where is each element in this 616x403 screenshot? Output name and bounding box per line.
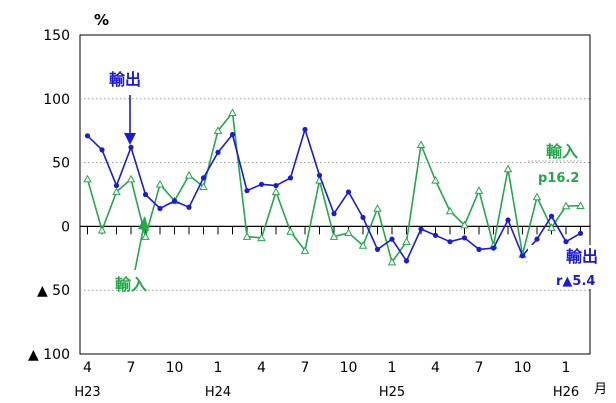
data-point	[288, 175, 293, 180]
data-point	[578, 231, 583, 236]
x-month-label: 7	[127, 360, 136, 376]
data-point	[143, 192, 148, 197]
data-point	[375, 247, 380, 252]
data-point	[85, 133, 90, 138]
annotation-export-top: 輸出	[109, 70, 141, 89]
data-point	[331, 211, 336, 216]
data-point	[520, 253, 525, 258]
y-tick-label: 100	[43, 92, 70, 108]
data-point	[186, 205, 191, 210]
x-month-label: 1	[388, 360, 397, 376]
data-point	[360, 215, 365, 220]
data-point	[549, 214, 554, 219]
data-point	[230, 132, 235, 137]
data-point	[317, 173, 322, 178]
x-year-label: H24	[205, 385, 231, 400]
x-tick-labels: 4 7 10 1 4 7 10 1 4 7 10 1 H23 H24 H25 H26	[74, 360, 579, 400]
x-month-label: 7	[301, 360, 310, 376]
data-point	[418, 226, 423, 231]
data-point	[273, 183, 278, 188]
annotation-import-value: p16.2	[538, 171, 579, 186]
data-point	[491, 245, 496, 250]
data-point	[447, 239, 452, 244]
annotation-export-right: 輸出	[566, 247, 598, 266]
x-month-label: 10	[514, 360, 532, 376]
x-year-label: H23	[74, 385, 100, 400]
x-month-label: 10	[166, 360, 184, 376]
data-point	[433, 233, 438, 238]
data-point	[563, 239, 568, 244]
x-month-label: 7	[475, 360, 484, 376]
data-point	[259, 182, 264, 187]
data-point	[157, 206, 162, 211]
x-month-label: 10	[340, 360, 358, 376]
data-point	[172, 198, 177, 203]
y-tick-label: 50	[52, 156, 70, 172]
y-axis-label: %	[94, 11, 109, 29]
x-axis-unit-label: 月	[594, 382, 607, 397]
y-tick-label: ▲ 100	[28, 347, 70, 363]
data-point	[404, 258, 409, 263]
x-month-label: 1	[214, 360, 223, 376]
x-month-label: 4	[431, 360, 440, 376]
data-point	[462, 235, 467, 240]
data-point	[476, 247, 481, 252]
data-point	[346, 189, 351, 194]
data-point	[128, 145, 133, 150]
annotation-import-right: 輸入	[546, 142, 578, 161]
data-point	[215, 150, 220, 155]
data-point	[114, 183, 119, 188]
annotation-export-value: r▲5.4	[556, 274, 595, 289]
x-month-label: 4	[83, 360, 92, 376]
x-year-label: H25	[379, 385, 405, 400]
data-point	[505, 217, 510, 222]
y-tick-label: 150	[43, 28, 70, 44]
data-point	[302, 127, 307, 132]
data-point	[99, 147, 104, 152]
annotation-import-bottom: 輸入	[115, 275, 147, 294]
data-point	[201, 175, 206, 180]
data-point	[389, 237, 394, 242]
x-year-label: H26	[553, 385, 579, 400]
data-point	[244, 188, 249, 193]
y-tick-label: 0	[61, 219, 70, 235]
x-month-label: 4	[257, 360, 266, 376]
data-point	[534, 237, 539, 242]
x-month-label: 1	[562, 360, 571, 376]
y-tick-labels: 150 100 50 0 ▲ 50 ▲ 100	[28, 28, 70, 363]
y-tick-label: ▲ 50	[37, 283, 70, 299]
